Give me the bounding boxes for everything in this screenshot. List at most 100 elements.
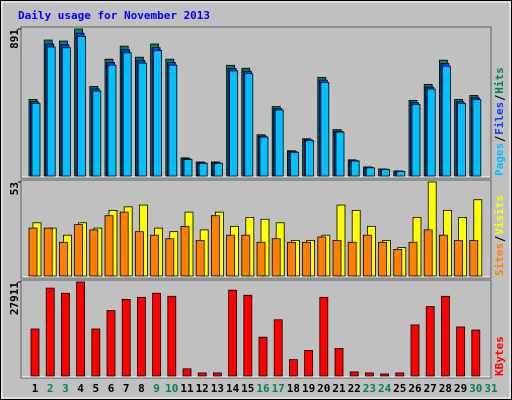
- bar: [378, 241, 388, 277]
- bar: [456, 326, 466, 377]
- bar: [304, 350, 314, 377]
- x-tick-label: 18: [287, 382, 300, 395]
- bar: [396, 170, 406, 177]
- bar: [273, 319, 283, 377]
- bar: [335, 131, 345, 177]
- bar: [380, 373, 390, 377]
- bar: [198, 162, 208, 177]
- x-tick-label: 12: [196, 382, 209, 395]
- bar: [332, 240, 342, 277]
- bar: [241, 234, 251, 277]
- legend-entry: Files: [493, 102, 506, 135]
- bar: [274, 109, 284, 177]
- x-tick-label: 25: [393, 382, 406, 395]
- bar: [210, 215, 220, 277]
- bar: [121, 298, 131, 377]
- bar: [410, 324, 420, 377]
- x-tick-label: 11: [180, 382, 194, 395]
- x-tick-label: 7: [123, 382, 130, 395]
- legend: Pages Files Hits: [493, 67, 506, 176]
- bar: [411, 103, 421, 177]
- bar: [104, 215, 114, 277]
- x-tick-label: 27: [424, 382, 437, 395]
- bar: [91, 328, 101, 377]
- bar: [226, 234, 236, 277]
- bar: [134, 231, 144, 277]
- bar: [289, 151, 299, 177]
- bar: [258, 336, 268, 377]
- bar: [77, 36, 86, 177]
- bar: [165, 238, 175, 277]
- bar: [212, 372, 222, 377]
- bar: [137, 62, 147, 177]
- bar: [180, 225, 190, 277]
- bar: [153, 50, 163, 177]
- bar: [286, 241, 296, 277]
- x-tick-label: 20: [317, 382, 330, 395]
- bar: [334, 348, 344, 377]
- bar: [28, 227, 38, 277]
- bar: [320, 82, 330, 177]
- x-tick-label: 1: [32, 382, 39, 395]
- bar: [62, 47, 71, 177]
- x-tick-label: 17: [272, 382, 285, 395]
- x-tick-label: 3: [62, 382, 69, 395]
- bar: [107, 64, 117, 177]
- legend: Sites Visits: [493, 195, 506, 276]
- bar: [152, 292, 162, 377]
- bar: [92, 90, 102, 177]
- bar: [350, 160, 360, 177]
- bar: [288, 359, 298, 377]
- y-tick-label: 891: [8, 29, 21, 49]
- bar: [393, 248, 403, 277]
- bar: [168, 64, 178, 177]
- bar: [271, 238, 281, 277]
- x-tick-label: 13: [211, 382, 224, 395]
- bar: [136, 296, 146, 377]
- bar: [106, 310, 116, 377]
- bar: [46, 46, 56, 177]
- bar: [228, 289, 238, 377]
- bar: [119, 211, 129, 277]
- bar: [471, 329, 481, 377]
- x-tick-label: 15: [241, 382, 254, 395]
- bar: [440, 295, 450, 377]
- bar: [364, 372, 374, 377]
- x-tick-label: 8: [138, 382, 145, 395]
- bar: [122, 52, 132, 177]
- legend-entry: Sites: [493, 243, 506, 276]
- x-tick-label: 16: [256, 382, 270, 395]
- bar: [183, 159, 193, 177]
- bar: [31, 103, 41, 177]
- bar: [259, 136, 269, 177]
- x-tick-label: 9: [153, 382, 160, 395]
- bar: [256, 241, 266, 277]
- bar: [305, 140, 315, 177]
- bar: [425, 306, 435, 377]
- bar: [229, 70, 239, 177]
- bar: [213, 162, 223, 177]
- x-tick-label: 24: [378, 382, 392, 395]
- y-tick-label: 53: [8, 182, 21, 195]
- bar: [197, 372, 207, 377]
- x-tick-label: 4: [77, 382, 84, 395]
- bar: [438, 234, 448, 277]
- x-tick-label: 30: [469, 382, 482, 395]
- bar: [317, 236, 327, 277]
- bar: [349, 371, 359, 377]
- bar: [195, 240, 205, 277]
- bar: [472, 99, 482, 177]
- legend-separator: [494, 95, 506, 101]
- bar: [30, 328, 40, 377]
- bar: [426, 88, 436, 177]
- bar: [45, 287, 55, 377]
- x-tick-label: 10: [165, 382, 178, 395]
- bar: [150, 234, 160, 277]
- x-tick-label: 14: [226, 382, 240, 395]
- x-tick-label: 5: [92, 382, 99, 395]
- x-tick-label: 31: [484, 382, 498, 395]
- x-tick-label: 23: [363, 382, 376, 395]
- legend-entry: Pages: [493, 143, 506, 176]
- x-tick-label: 28: [439, 382, 452, 395]
